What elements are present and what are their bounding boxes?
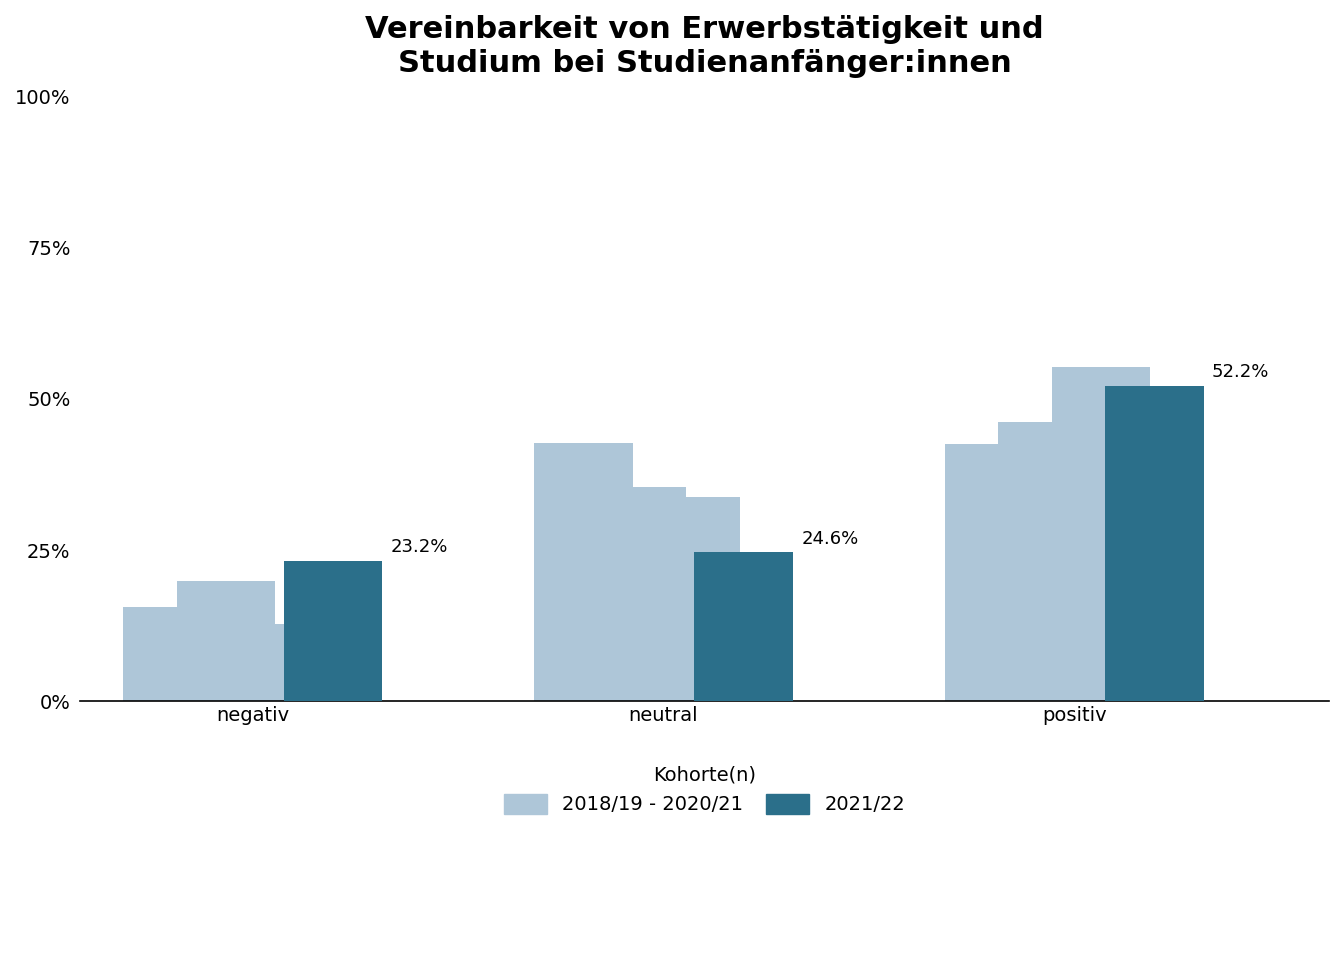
Legend: 2018/19 - 2020/21, 2021/22: 2018/19 - 2020/21, 2021/22 (496, 757, 914, 822)
Bar (695, 552, 793, 701)
Bar (587, 487, 687, 701)
Bar (230, 624, 329, 701)
Bar (999, 421, 1097, 701)
Bar (945, 444, 1043, 701)
Text: 23.2%: 23.2% (390, 538, 448, 556)
Bar (1105, 386, 1204, 701)
Text: 24.6%: 24.6% (801, 530, 859, 547)
Bar (177, 582, 276, 701)
Bar (1052, 367, 1150, 701)
Text: 52.2%: 52.2% (1212, 363, 1269, 381)
Bar (534, 443, 633, 701)
Bar (641, 497, 739, 701)
Bar (284, 561, 382, 701)
Title: Vereinbarkeit von Erwerbstätigkeit und
Studium bei Studienanfänger:innen: Vereinbarkeit von Erwerbstätigkeit und S… (366, 15, 1044, 78)
Bar (124, 608, 222, 701)
